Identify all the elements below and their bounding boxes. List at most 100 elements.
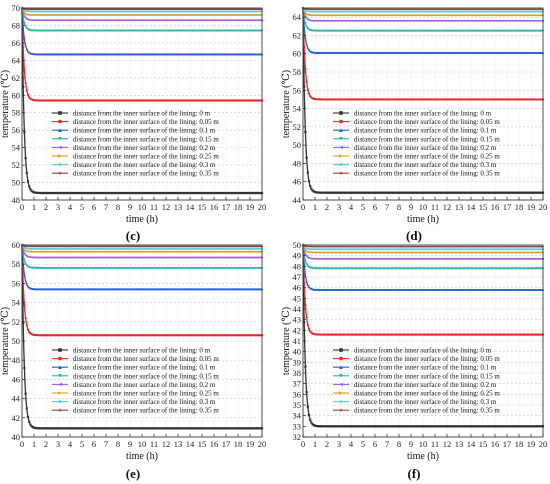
- data-point: [526, 10, 529, 13]
- data-point: [503, 19, 506, 22]
- data-point: [459, 8, 462, 11]
- data-point: [94, 8, 97, 11]
- data-point: [400, 19, 403, 22]
- data-point: [136, 19, 139, 22]
- data-point: [525, 19, 528, 22]
- data-point: [125, 8, 128, 11]
- data-point: [533, 19, 536, 22]
- data-point: [450, 14, 453, 17]
- data-point: [216, 8, 219, 11]
- data-point: [102, 13, 105, 17]
- data-point: [256, 19, 259, 22]
- data-point: [522, 10, 525, 13]
- data-point: [540, 8, 543, 11]
- data-point: [90, 13, 93, 17]
- data-point: [444, 8, 447, 11]
- data-point: [174, 10, 177, 13]
- data-point: [472, 14, 475, 17]
- data-point: [197, 19, 200, 22]
- data-point: [54, 10, 57, 13]
- data-point: [538, 14, 541, 17]
- data-point: [423, 8, 426, 11]
- data-point: [323, 10, 326, 13]
- data-point: [424, 14, 427, 17]
- data-point: [155, 10, 158, 13]
- data-point: [306, 10, 309, 13]
- data-point: [310, 8, 313, 11]
- data-point: [74, 19, 78, 22]
- data-point: [421, 14, 425, 17]
- legend-marker: [339, 145, 343, 150]
- data-point: [128, 8, 132, 11]
- data-point: [152, 13, 156, 17]
- data-point: [447, 10, 450, 13]
- data-point: [202, 13, 205, 17]
- data-point: [127, 10, 130, 13]
- data-point: [445, 10, 449, 13]
- data-point: [71, 8, 74, 11]
- data-point: [115, 13, 118, 17]
- data-point: [348, 10, 351, 13]
- data-point: [181, 13, 184, 17]
- data-point: [169, 8, 172, 11]
- data-point: [109, 8, 112, 11]
- data-point: [535, 8, 539, 11]
- data-point: [236, 10, 240, 13]
- data-point: [259, 19, 262, 22]
- data-point: [510, 10, 513, 13]
- data-point: [138, 19, 141, 22]
- data-point: [154, 13, 157, 17]
- data-point: [431, 14, 434, 17]
- data-point: [228, 8, 231, 11]
- data-point: [185, 13, 188, 17]
- data-point: [24, 25, 27, 28]
- data-point: [86, 13, 90, 17]
- data-point: [221, 13, 224, 17]
- data-point: [523, 8, 527, 11]
- data-point: [384, 19, 387, 22]
- data-point: [119, 10, 122, 13]
- data-point: [173, 10, 176, 13]
- data-point: [71, 13, 74, 17]
- data-point: [318, 10, 321, 13]
- data-point: [182, 19, 186, 22]
- data-point: [339, 14, 342, 17]
- data-point: [379, 19, 383, 22]
- y-tick-label: 70: [12, 3, 21, 13]
- data-point: [233, 8, 236, 11]
- data-point: [118, 10, 121, 13]
- data-point: [510, 8, 513, 11]
- data-point: [66, 19, 69, 22]
- data-point: [203, 13, 206, 17]
- data-point: [49, 10, 52, 13]
- data-point: [340, 8, 343, 11]
- data-point: [501, 19, 504, 22]
- data-point: [62, 10, 66, 13]
- data-point: [175, 10, 178, 13]
- data-point: [220, 19, 223, 22]
- legend-entry: distance from the inner surface of the l…: [354, 110, 492, 118]
- data-point: [257, 10, 260, 13]
- data-point: [447, 14, 450, 17]
- data-point: [101, 10, 104, 13]
- data-point: [229, 8, 232, 11]
- data-point: [361, 19, 365, 22]
- data-point: [202, 10, 205, 13]
- data-point: [181, 8, 184, 11]
- data-point: [330, 10, 333, 13]
- data-point: [355, 14, 359, 17]
- data-point: [109, 13, 112, 17]
- data-point: [330, 14, 333, 17]
- data-point: [125, 19, 128, 22]
- data-point: [247, 13, 250, 17]
- data-point: [403, 10, 407, 13]
- data-point: [25, 13, 28, 16]
- legend-marker: [58, 154, 62, 158]
- data-point: [124, 10, 127, 13]
- data-point: [420, 8, 423, 11]
- data-point: [184, 13, 187, 17]
- x-tick-label: 4: [349, 202, 354, 212]
- data-point: [133, 10, 136, 13]
- data-point: [389, 19, 392, 22]
- data-point: [475, 8, 479, 11]
